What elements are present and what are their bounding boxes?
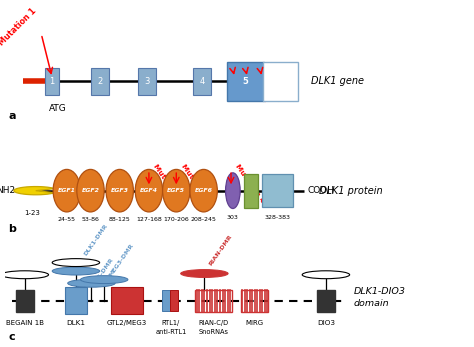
Text: MEG3-DMR: MEG3-DMR — [108, 243, 135, 278]
Text: 24-55: 24-55 — [58, 217, 76, 222]
Text: DLK1 protein: DLK1 protein — [319, 186, 382, 196]
Text: EGF4: EGF4 — [140, 188, 158, 193]
Circle shape — [181, 270, 228, 278]
Text: 3: 3 — [145, 77, 150, 86]
Text: RTL1/: RTL1/ — [162, 320, 180, 326]
Text: BEGAIN 1B: BEGAIN 1B — [6, 320, 44, 326]
Text: 1: 1 — [50, 77, 55, 86]
Bar — [16, 290, 34, 312]
Text: Mutation 2: Mutation 2 — [238, 62, 269, 103]
Text: 4: 4 — [199, 77, 204, 86]
Text: SnoRNAs: SnoRNAs — [199, 329, 228, 335]
Bar — [138, 68, 156, 95]
Text: NH2: NH2 — [0, 186, 16, 195]
Text: 53-86: 53-86 — [82, 217, 100, 222]
Text: 303: 303 — [227, 215, 239, 220]
Circle shape — [1, 271, 48, 279]
Text: Mutation 3: Mutation 3 — [180, 163, 211, 204]
Wedge shape — [14, 187, 55, 195]
Text: RIAN-C/D: RIAN-C/D — [199, 320, 228, 326]
Text: DLK1: DLK1 — [66, 320, 85, 326]
Bar — [111, 287, 143, 314]
Bar — [170, 290, 178, 311]
Bar — [263, 62, 298, 101]
Bar — [162, 290, 170, 311]
Text: IG-DMR: IG-DMR — [95, 257, 114, 282]
Text: ATG: ATG — [49, 104, 66, 113]
Ellipse shape — [106, 169, 133, 212]
Text: GTL2/MEG3: GTL2/MEG3 — [107, 320, 147, 326]
Text: 2: 2 — [97, 77, 102, 86]
Text: c: c — [9, 332, 15, 342]
Text: Mutation 2: Mutation 2 — [153, 163, 183, 204]
Text: 208-245: 208-245 — [191, 217, 217, 222]
Bar — [228, 62, 264, 101]
Circle shape — [302, 271, 350, 279]
Bar — [193, 68, 211, 95]
Text: anti-RTL1: anti-RTL1 — [155, 329, 186, 335]
Bar — [195, 290, 232, 312]
Text: 1-23: 1-23 — [24, 210, 40, 216]
Text: b: b — [9, 223, 16, 234]
Text: COOH: COOH — [308, 186, 335, 195]
Ellipse shape — [53, 169, 81, 212]
Text: Mutation 4: Mutation 4 — [235, 163, 266, 204]
Text: a: a — [9, 111, 16, 121]
Circle shape — [68, 279, 115, 287]
Bar — [244, 174, 258, 208]
Circle shape — [52, 259, 100, 266]
Text: MIRG: MIRG — [246, 320, 264, 326]
Text: 170-206: 170-206 — [164, 217, 189, 222]
Text: EGF2: EGF2 — [82, 188, 100, 193]
Text: EGF6: EGF6 — [195, 188, 213, 193]
Text: DLK1-DIO3
domain: DLK1-DIO3 domain — [353, 287, 405, 308]
Text: 5: 5 — [243, 77, 248, 86]
Bar — [45, 68, 60, 95]
Bar — [241, 290, 268, 312]
Text: DIO3: DIO3 — [317, 320, 335, 326]
Text: DLK1-DMR: DLK1-DMR — [83, 222, 109, 256]
Text: EGF1: EGF1 — [58, 188, 76, 193]
Bar — [262, 174, 293, 207]
Text: 88-125: 88-125 — [109, 217, 130, 222]
Bar — [91, 68, 109, 95]
Ellipse shape — [135, 169, 163, 212]
Circle shape — [52, 267, 100, 275]
Text: EGF3: EGF3 — [111, 188, 129, 193]
Circle shape — [81, 276, 128, 283]
Bar — [317, 290, 335, 312]
Text: Mutation 1: Mutation 1 — [0, 7, 38, 48]
Ellipse shape — [190, 169, 218, 212]
Text: DLK1 gene: DLK1 gene — [311, 76, 365, 86]
Text: 127-168: 127-168 — [136, 217, 162, 222]
Text: 328-383: 328-383 — [264, 215, 291, 220]
Text: Mutation 4: Mutation 4 — [266, 61, 297, 102]
Text: RIAN-DMR: RIAN-DMR — [208, 234, 233, 266]
Ellipse shape — [226, 173, 240, 209]
Text: Mutation 3: Mutation 3 — [251, 62, 282, 103]
Ellipse shape — [77, 169, 104, 212]
Bar — [65, 287, 87, 314]
Text: EGF5: EGF5 — [167, 188, 185, 193]
Ellipse shape — [163, 169, 190, 212]
